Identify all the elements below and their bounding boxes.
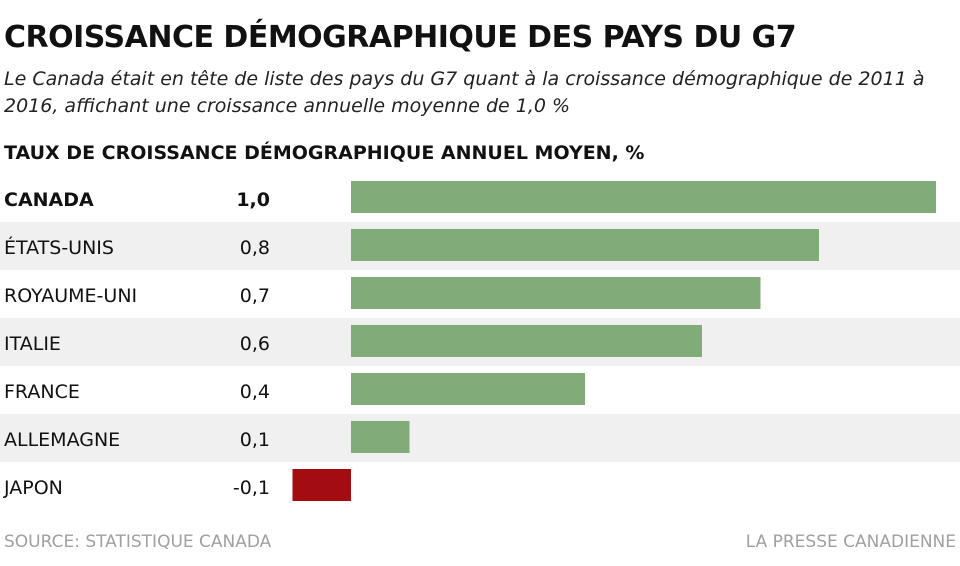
category-label-etats-unis: ÉTATS-UNIS bbox=[4, 236, 114, 259]
bar-canada bbox=[351, 181, 936, 213]
credit-note: LA PRESSE CANADIENNE bbox=[745, 532, 956, 552]
category-label-allemagne: ALLEMAGNE bbox=[4, 429, 120, 451]
page-subtitle: Le Canada était en tête de liste des pay… bbox=[4, 68, 925, 117]
category-label-italie: ITALIE bbox=[4, 333, 61, 355]
bar-italie bbox=[351, 325, 702, 357]
category-label-japon: JAPON bbox=[3, 477, 63, 499]
category-label-royaume-uni: ROYAUME-UNI bbox=[4, 285, 137, 307]
value-label-france: 0,4 bbox=[240, 381, 270, 403]
bar-allemagne bbox=[351, 421, 410, 453]
category-label-canada: CANADA bbox=[4, 189, 94, 211]
source-note: SOURCE: STATISTIQUE CANADA bbox=[4, 532, 272, 552]
value-label-japon: -0,1 bbox=[233, 477, 270, 499]
bar-japon bbox=[292, 469, 351, 501]
value-label-royaume-uni: 0,7 bbox=[240, 285, 270, 307]
row-band-allemagne bbox=[0, 414, 960, 462]
bar-france bbox=[351, 373, 585, 405]
category-label-france: FRANCE bbox=[4, 381, 80, 403]
bar-etats-unis bbox=[351, 229, 819, 261]
chart-title: TAUX DE CROISSANCE DÉMOGRAPHIQUE ANNUEL … bbox=[4, 142, 645, 164]
value-label-italie: 0,6 bbox=[240, 333, 270, 355]
page-title: CROISSANCE DÉMOGRAPHIQUE DES PAYS DU G7 bbox=[4, 20, 797, 55]
bar-chart: CANADA 1,0 ÉTATS-UNIS 0,8 ROYAUME-UNI 0,7 ITAL… bbox=[0, 181, 960, 501]
value-label-etats-unis: 0,8 bbox=[240, 237, 270, 259]
bar-royaume-uni bbox=[351, 277, 761, 309]
value-label-canada: 1,0 bbox=[236, 189, 270, 211]
value-label-allemagne: 0,1 bbox=[240, 429, 270, 451]
